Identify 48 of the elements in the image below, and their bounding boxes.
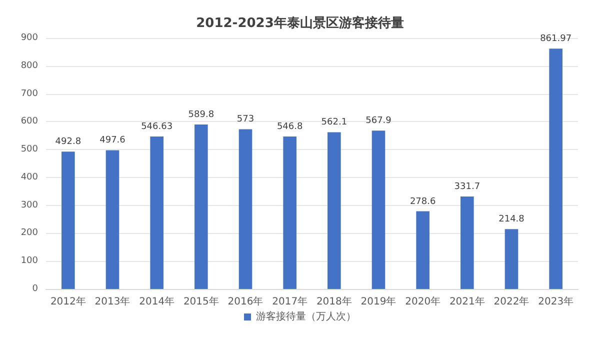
bar — [150, 136, 164, 289]
legend-label: 游客接待量（万人次） — [256, 310, 356, 322]
y-tick-label: 400 — [20, 172, 38, 182]
data-label: 214.8 — [498, 214, 525, 225]
y-tick-label: 200 — [20, 228, 38, 238]
bar — [372, 130, 386, 289]
data-label: 573 — [236, 114, 254, 125]
bar — [504, 229, 518, 289]
y-tick-label: 0 — [32, 284, 38, 294]
data-label: 589.8 — [188, 110, 214, 120]
y-tick-label: 900 — [20, 33, 38, 43]
y-tick-label: 300 — [20, 200, 38, 210]
y-tick-label: 600 — [20, 116, 38, 127]
y-tick-label: 700 — [20, 88, 38, 99]
x-tick-label: 2013年 — [94, 296, 130, 308]
bar — [549, 48, 562, 289]
y-tick-label: 800 — [20, 60, 38, 71]
x-tick-label: 2012年 — [50, 296, 86, 308]
bar — [283, 136, 296, 289]
bar — [194, 124, 208, 289]
x-tick-label: 2014年 — [139, 296, 175, 308]
bar — [328, 132, 341, 289]
x-tick-label: 2019年 — [360, 296, 396, 308]
x-tick-label: 2015年 — [183, 296, 219, 308]
data-label: 861.97 — [540, 34, 572, 44]
x-tick-label: 2018年 — [316, 296, 352, 308]
data-label: 546.8 — [276, 122, 303, 132]
bar — [62, 152, 75, 289]
bar — [416, 211, 430, 289]
data-label: 278.6 — [410, 196, 436, 207]
data-label: 492.8 — [55, 137, 82, 148]
data-label: 331.7 — [454, 182, 480, 192]
x-tick-label: 2017年 — [272, 296, 308, 308]
chart-title: 2012-2023年泰山景区游客接待量 — [196, 15, 404, 31]
x-tick-label: 2023年 — [538, 296, 574, 308]
x-tick-label: 2021年 — [449, 296, 485, 308]
data-label: 567.9 — [366, 116, 392, 126]
data-label: 546.63 — [141, 122, 173, 132]
bar — [238, 129, 252, 289]
x-tick-label: 2020年 — [405, 296, 441, 308]
x-tick-label: 2022年 — [494, 296, 530, 308]
bar — [106, 150, 120, 289]
x-tick-label: 2016年 — [228, 296, 264, 308]
y-tick-label: 100 — [20, 256, 38, 266]
bar — [460, 196, 474, 289]
data-label: 562.1 — [321, 118, 348, 128]
data-label: 497.6 — [100, 136, 126, 146]
y-tick-label: 500 — [20, 144, 38, 155]
